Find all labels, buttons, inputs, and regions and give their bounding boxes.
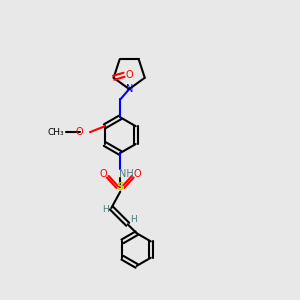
Text: N: N — [125, 84, 133, 94]
Text: CH₃: CH₃ — [47, 128, 64, 137]
Text: O: O — [99, 169, 107, 179]
Text: H: H — [102, 205, 109, 214]
Text: O: O — [126, 70, 133, 80]
Text: O: O — [134, 169, 141, 179]
Text: H: H — [130, 215, 137, 224]
Text: NH: NH — [119, 169, 134, 179]
Text: O: O — [76, 127, 83, 137]
Text: S: S — [116, 182, 124, 192]
